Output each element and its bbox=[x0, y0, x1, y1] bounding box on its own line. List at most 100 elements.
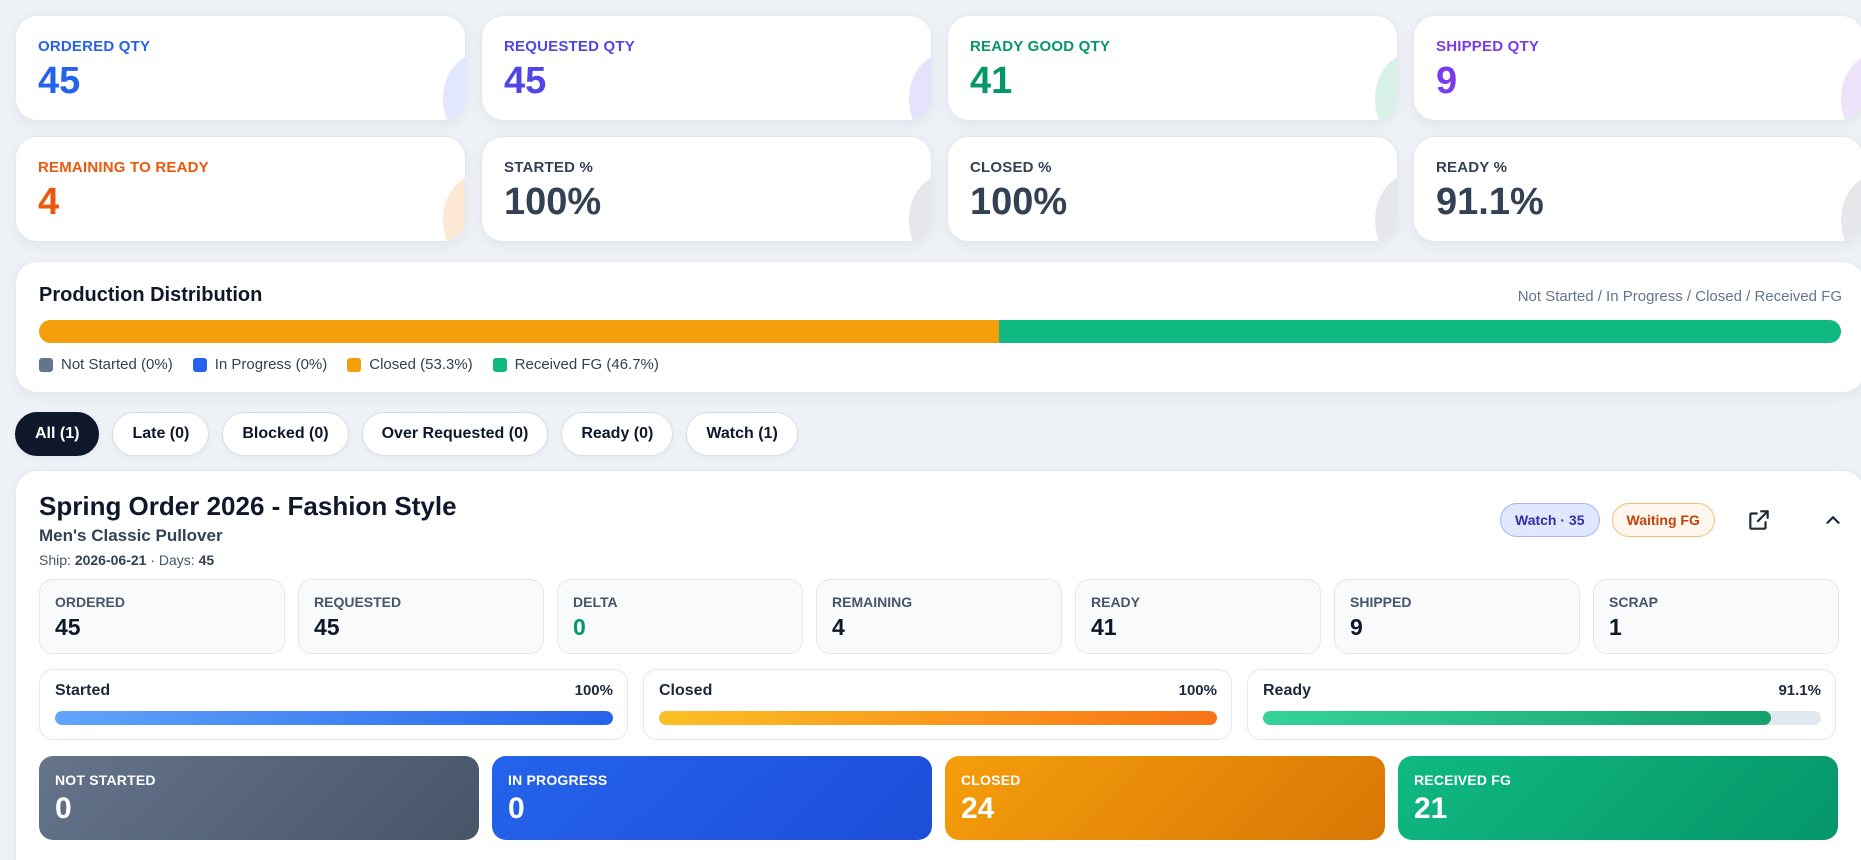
distribution-bar bbox=[39, 320, 1841, 343]
ship-prefix: Ship: bbox=[39, 552, 71, 568]
order-card: Spring Order 2026 - Fashion Style Men's … bbox=[15, 470, 1861, 860]
status-card-closed: CLOSED 24 bbox=[945, 756, 1385, 840]
production-distribution-panel: Production Distribution Not Started / In… bbox=[15, 261, 1861, 393]
stat-card-started-percent: STARTED % 100% bbox=[481, 136, 932, 242]
metric-value: 9 bbox=[1350, 614, 1363, 640]
metric-requested: REQUESTED 45 bbox=[298, 579, 544, 654]
metric-value: 41 bbox=[1091, 614, 1117, 640]
metric-label: REMAINING bbox=[832, 594, 913, 610]
status-label: IN PROGRESS bbox=[508, 772, 608, 788]
status-label: NOT STARTED bbox=[55, 772, 156, 788]
progress-fill bbox=[1263, 711, 1772, 725]
chevron-up-icon bbox=[1826, 516, 1840, 524]
stat-card-remaining-to-ready: REMAINING TO READY 4 bbox=[15, 136, 466, 242]
metric-label: DELTA bbox=[573, 594, 618, 610]
legend-swatch bbox=[192, 357, 207, 372]
stat-value: 9 bbox=[1436, 60, 1458, 102]
progress-closed: Closed 100% bbox=[643, 669, 1232, 740]
stat-label: CLOSED % bbox=[970, 159, 1052, 176]
card-decoration bbox=[1841, 54, 1861, 120]
segment-received-fg bbox=[999, 320, 1841, 343]
filter-chips: All (1) Late (0) Blocked (0) Over Reques… bbox=[15, 412, 798, 456]
metric-ready: READY 41 bbox=[1075, 579, 1321, 654]
progress-ready: Ready 91.1% bbox=[1247, 669, 1836, 740]
status-card-not-started: NOT STARTED 0 bbox=[39, 756, 479, 840]
card-decoration bbox=[909, 54, 931, 120]
filter-watch[interactable]: Watch (1) bbox=[686, 412, 798, 456]
metric-label: SCRAP bbox=[1609, 594, 1659, 610]
order-title: Spring Order 2026 - Fashion Style bbox=[39, 491, 457, 521]
legend-item-in-progress: In Progress (0%) bbox=[192, 356, 327, 373]
stat-value: 45 bbox=[38, 60, 81, 102]
stat-label: REMAINING TO READY bbox=[38, 159, 209, 176]
metric-value: 0 bbox=[573, 614, 586, 640]
filter-all[interactable]: All (1) bbox=[15, 412, 100, 456]
progress-label: Ready bbox=[1263, 682, 1312, 699]
filter-ready[interactable]: Ready (0) bbox=[561, 412, 674, 456]
stat-label: SHIPPED QTY bbox=[1436, 38, 1540, 55]
status-value: 0 bbox=[55, 792, 72, 825]
stat-value: 91.1% bbox=[1436, 181, 1544, 223]
card-decoration bbox=[909, 175, 931, 241]
metric-delta: DELTA 0 bbox=[557, 579, 803, 654]
metric-label: REQUESTED bbox=[314, 594, 402, 610]
stat-card-ordered-qty: ORDERED QTY 45 bbox=[15, 15, 466, 121]
metric-value: 45 bbox=[314, 614, 340, 640]
kpi-grid: ORDERED QTY 45 REQUESTED QTY 45 READY GO… bbox=[15, 15, 1861, 242]
stat-value: 4 bbox=[38, 181, 60, 223]
status-card-received-fg: RECEIVED FG 21 bbox=[1398, 756, 1838, 840]
metric-scrap: SCRAP 1 bbox=[1593, 579, 1839, 654]
order-badges: Watch · 35 Waiting FG bbox=[1500, 500, 1853, 540]
order-status-cards: NOT STARTED 0 IN PROGRESS 0 CLOSED 24 RE… bbox=[39, 756, 1838, 840]
status-label: CLOSED bbox=[961, 772, 1021, 788]
metric-value: 1 bbox=[1609, 614, 1622, 640]
metric-ordered: ORDERED 45 bbox=[39, 579, 285, 654]
status-label: RECEIVED FG bbox=[1414, 772, 1512, 788]
stat-card-ready-percent: READY % 91.1% bbox=[1413, 136, 1861, 242]
days-value: 45 bbox=[198, 552, 215, 568]
metric-value: 45 bbox=[55, 614, 81, 640]
order-ship-info: Ship: 2026-06-21 · Days: 45 bbox=[39, 552, 214, 568]
waiting-fg-badge: Waiting FG bbox=[1611, 503, 1715, 537]
stat-card-closed-percent: CLOSED % 100% bbox=[947, 136, 1398, 242]
filter-blocked[interactable]: Blocked (0) bbox=[222, 412, 349, 456]
stat-card-ready-good-qty: READY GOOD QTY 41 bbox=[947, 15, 1398, 121]
metric-shipped: SHIPPED 9 bbox=[1334, 579, 1580, 654]
metric-value: 4 bbox=[832, 614, 845, 640]
progress-started: Started 100% bbox=[39, 669, 628, 740]
progress-label: Closed bbox=[659, 682, 713, 699]
order-product: Men's Classic Pullover bbox=[39, 526, 223, 545]
stat-label: STARTED % bbox=[504, 159, 594, 176]
watch-badge: Watch · 35 bbox=[1500, 503, 1600, 537]
order-progress-row: Started 100% Closed 100% Ready 91.1% bbox=[39, 669, 1836, 740]
legend-item-not-started: Not Started (0%) bbox=[39, 356, 173, 373]
ship-date: 2026-06-21 bbox=[74, 552, 147, 568]
order-metrics: ORDERED 45 REQUESTED 45 DELTA 0 REMAININ… bbox=[39, 579, 1839, 654]
metric-label: ORDERED bbox=[55, 594, 126, 610]
legend-swatch bbox=[492, 357, 507, 372]
stat-value: 41 bbox=[970, 60, 1013, 102]
legend-label: Received FG (46.7%) bbox=[514, 356, 659, 373]
status-card-in-progress: IN PROGRESS 0 bbox=[492, 756, 932, 840]
card-decoration bbox=[1375, 175, 1397, 241]
collapse-button[interactable] bbox=[1813, 500, 1853, 540]
progress-value: 100% bbox=[574, 682, 613, 699]
progress-track bbox=[55, 711, 613, 725]
stat-label: ORDERED QTY bbox=[38, 38, 151, 55]
filter-late[interactable]: Late (0) bbox=[112, 412, 210, 456]
filter-over-requested[interactable]: Over Requested (0) bbox=[361, 412, 549, 456]
stat-card-requested-qty: REQUESTED QTY 45 bbox=[481, 15, 932, 121]
stat-value: 100% bbox=[504, 181, 602, 223]
legend-label: Closed (53.3%) bbox=[369, 356, 473, 373]
card-decoration bbox=[1375, 54, 1397, 120]
open-external-button[interactable] bbox=[1739, 500, 1779, 540]
days-prefix: · Days: bbox=[150, 552, 195, 568]
distribution-hint: Not Started / In Progress / Closed / Rec… bbox=[1517, 288, 1842, 305]
legend-swatch bbox=[39, 357, 53, 372]
legend-label: Not Started (0%) bbox=[61, 356, 173, 373]
stat-value: 100% bbox=[970, 181, 1068, 223]
metric-remaining: REMAINING 4 bbox=[816, 579, 1062, 654]
progress-track bbox=[1263, 711, 1821, 725]
progress-value: 100% bbox=[1178, 682, 1217, 699]
progress-fill bbox=[55, 711, 613, 725]
